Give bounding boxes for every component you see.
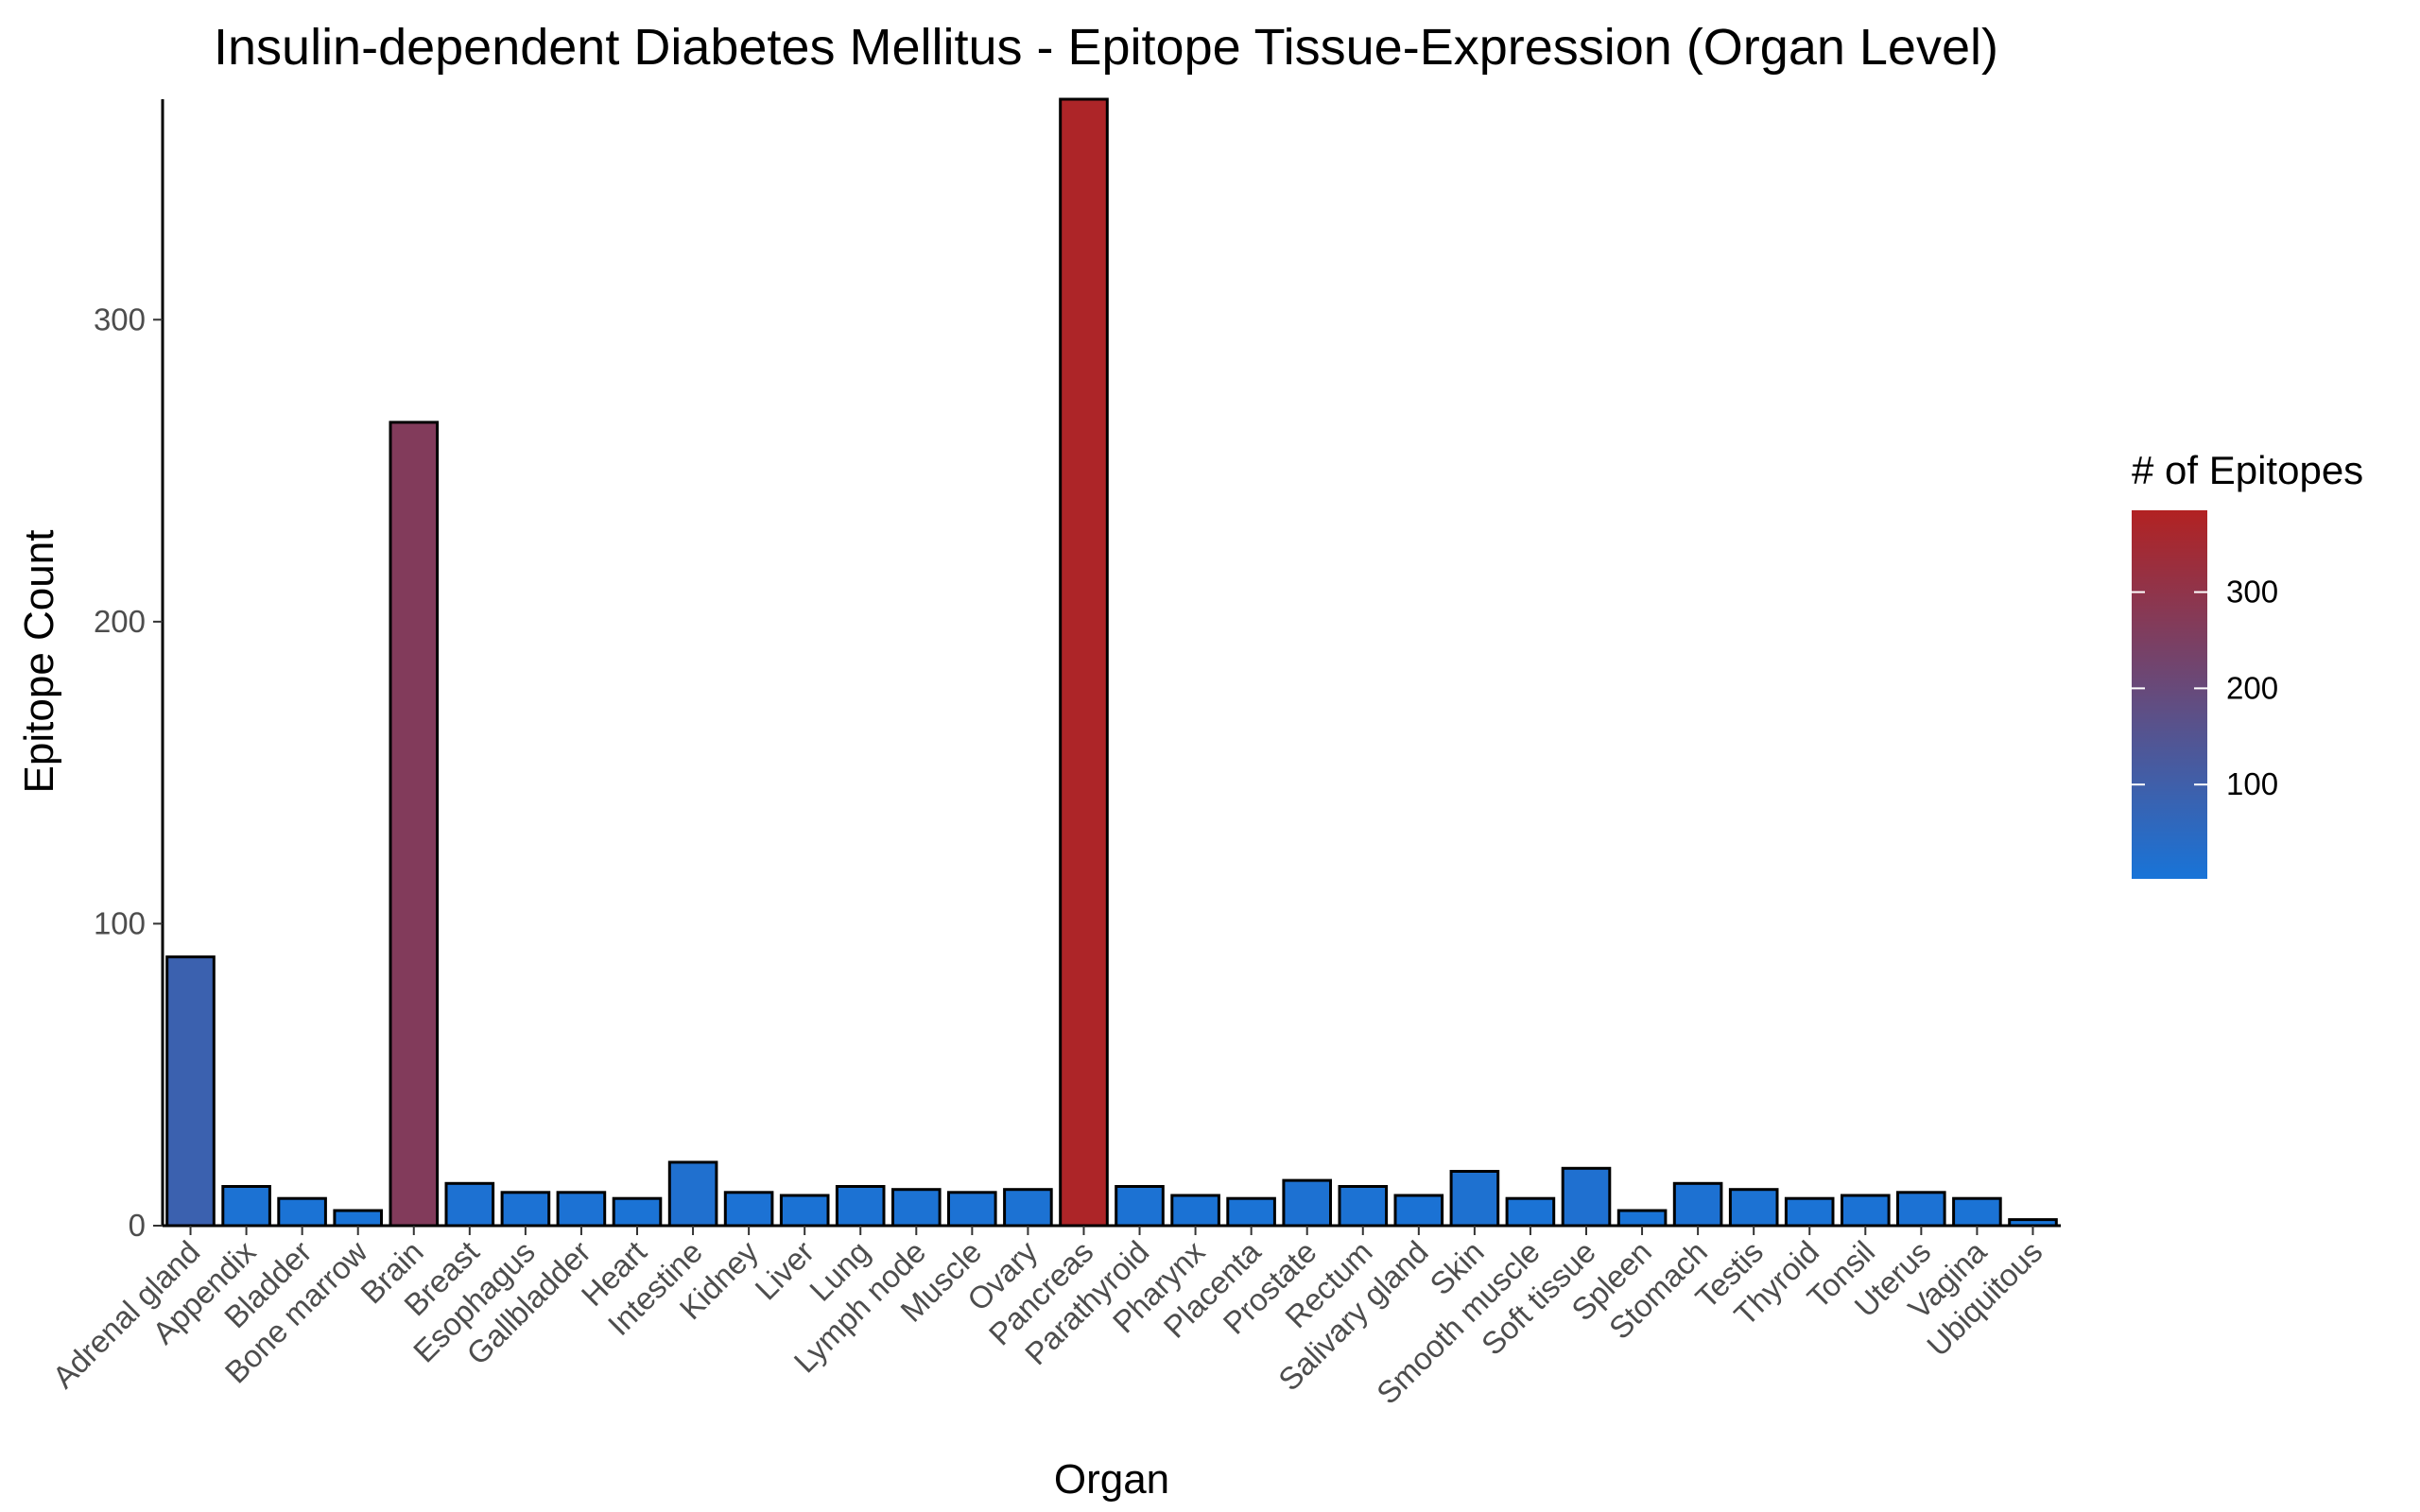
bar-pancreas	[1059, 97, 1109, 1228]
bar-testis	[1728, 1188, 1779, 1228]
bar-bladder	[277, 1196, 327, 1228]
y-tick-label: 0	[129, 1208, 146, 1243]
bar-bone-marrow	[333, 1209, 383, 1228]
bar-kidney	[723, 1191, 774, 1228]
bar-gallbladder	[556, 1191, 607, 1228]
legend-colorbar	[2132, 510, 2207, 879]
x-axis-title: Organ	[1054, 1456, 1169, 1503]
bar-uterus	[1896, 1191, 1946, 1228]
legend-ticks: 100 200 300	[2132, 575, 2278, 801]
bar-thyroid	[1784, 1196, 1835, 1228]
legend-tick-label: 100	[2226, 766, 2278, 801]
color-legend: # of Epitopes 100 200 300	[2132, 448, 2363, 879]
bar-soft-tissue	[1561, 1166, 1612, 1228]
bar-esophagus	[500, 1191, 551, 1228]
legend-tick-label: 300	[2226, 575, 2278, 610]
y-tick-label: 100	[94, 905, 146, 940]
y-axis-ticks: 0 100 200 300	[94, 301, 163, 1243]
chart-title: Insulin-dependent Diabetes Mellitus - Ep…	[214, 19, 1998, 76]
y-axis-title: Epitope Count	[16, 530, 62, 794]
bar-lymph-node	[891, 1188, 942, 1228]
bar-smooth-muscle	[1505, 1196, 1556, 1228]
bar-tonsil	[1841, 1194, 1891, 1228]
bar-heart	[612, 1196, 663, 1228]
bar-rectum	[1338, 1185, 1389, 1228]
legend-tick-label: 200	[2226, 670, 2278, 705]
bar-prostate	[1282, 1178, 1333, 1228]
bar-brain	[389, 421, 440, 1228]
bar-vagina	[1952, 1196, 2002, 1228]
bar-placenta	[1226, 1196, 1276, 1228]
legend-title: # of Epitopes	[2132, 448, 2363, 492]
bar-muscle	[947, 1191, 997, 1228]
bar-intestine	[667, 1160, 718, 1228]
bar-ovary	[1003, 1188, 1053, 1228]
bar-spleen	[1616, 1209, 1668, 1228]
bar-parathyroid	[1115, 1185, 1165, 1228]
bar-adrenal-gland	[165, 955, 216, 1228]
bar-stomach	[1672, 1181, 1723, 1228]
bar-lung	[835, 1185, 886, 1228]
bar-breast	[444, 1181, 495, 1228]
y-tick-label: 200	[94, 604, 146, 639]
bar-appendix	[221, 1185, 271, 1228]
plot-area	[165, 97, 2058, 1228]
x-tick-label: Liver	[748, 1234, 821, 1307]
bar-pharynx	[1170, 1194, 1220, 1228]
bar-salivary-gland	[1393, 1194, 1444, 1228]
bar-liver	[779, 1194, 830, 1228]
y-tick-label: 300	[94, 301, 146, 336]
bar-skin	[1449, 1170, 1500, 1228]
